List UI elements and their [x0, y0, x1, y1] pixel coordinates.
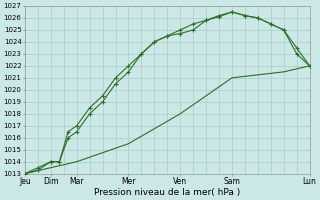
X-axis label: Pression niveau de la mer( hPa ): Pression niveau de la mer( hPa ): [94, 188, 240, 197]
